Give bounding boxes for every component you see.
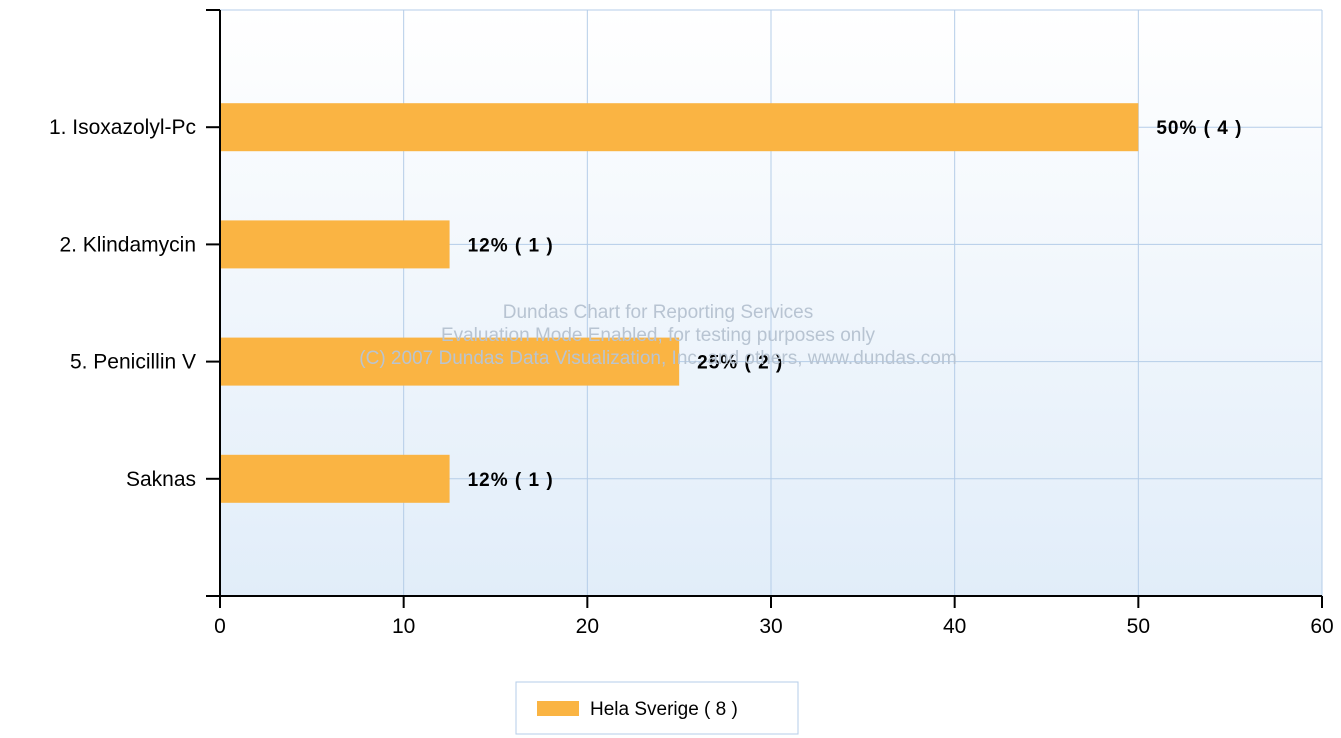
legend: Hela Sverige ( 8 ) (515, 681, 799, 735)
watermark-line-1: Dundas Chart for Reporting Services (503, 302, 813, 323)
watermark-line-2: Evaluation Mode Enabled, for testing pur… (441, 325, 876, 346)
bar-3 (220, 337, 680, 386)
data-label-2: 12% ( 1 ) (468, 235, 554, 256)
category-label-1: 1. Isoxazolyl-Pc (49, 116, 196, 139)
x-tick-label: 40 (943, 615, 966, 638)
category-label-3: 5. Penicillin V (70, 351, 196, 374)
bar-1 (220, 103, 1139, 152)
x-tick-label: 20 (576, 615, 599, 638)
bars (220, 103, 1139, 503)
watermark-line-3: (C) 2007 Dundas Data Visualization, Inc.… (359, 348, 956, 369)
bar-4 (220, 454, 450, 503)
category-label-2: 2. Klindamycin (59, 233, 196, 256)
x-tick-label: 50 (1127, 615, 1150, 638)
axes: 0 10 20 30 40 50 60 1. Isoxazolyl-Pc 2. Klindamy… (49, 9, 1334, 638)
data-labels: 50% ( 4 ) 12% ( 1 ) 25% ( 2 ) 12% ( 1 ) (468, 118, 1242, 491)
x-tick-label: 30 (759, 615, 782, 638)
category-label-4: Saknas (126, 468, 196, 491)
x-tick-label: 10 (392, 615, 415, 638)
watermark: Dundas Chart for Reporting ServicesEvalu… (359, 302, 956, 369)
x-tick-label: 60 (1310, 615, 1333, 638)
legend-label: Hela Sverige ( 8 ) (590, 699, 738, 720)
data-label-1: 50% ( 4 ) (1156, 118, 1242, 139)
data-label-3: 25% ( 2 ) (697, 353, 783, 374)
bar-2 (220, 220, 450, 269)
x-tick-label: 0 (214, 615, 226, 638)
legend-swatch (537, 701, 579, 716)
data-label-4: 12% ( 1 ) (468, 470, 554, 491)
